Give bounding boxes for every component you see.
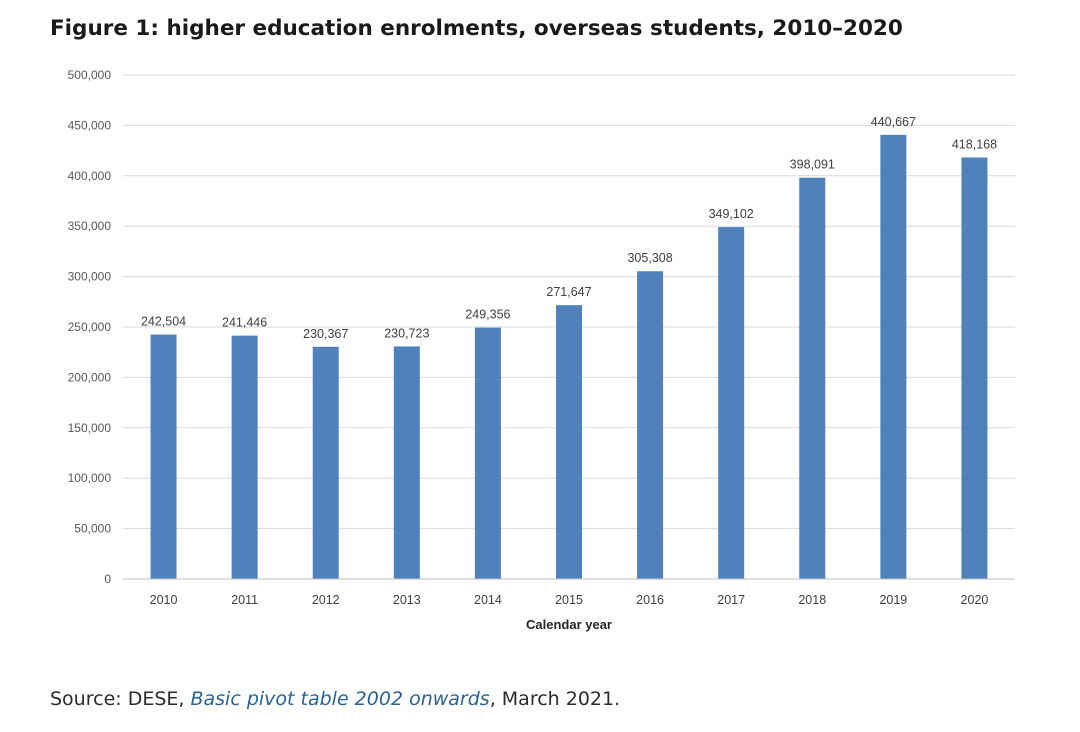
bar	[637, 271, 664, 579]
bar	[880, 134, 907, 579]
chart-title: Figure 1: higher education enrolments, o…	[50, 16, 903, 41]
bar	[231, 335, 258, 579]
y-tick-label: 350,000	[68, 219, 112, 233]
x-tick-label: 2019	[879, 593, 907, 607]
data-label: 398,091	[790, 158, 835, 172]
y-tick-label: 400,000	[68, 169, 112, 183]
bar	[393, 346, 420, 579]
x-tick-label: 2011	[231, 593, 258, 607]
source-suffix: , March 2021.	[489, 688, 621, 710]
x-tick-label: 2015	[555, 593, 583, 607]
bar	[718, 227, 745, 580]
bar	[312, 346, 339, 579]
bar	[799, 177, 826, 579]
bar-chart: 0 50,000 100,000 150,000 200,000 250,000 300,0…	[68, 68, 1015, 632]
source-link[interactable]: Basic pivot table 2002 onwards	[190, 688, 490, 710]
y-tick-label: 150,000	[68, 421, 112, 435]
x-tick-label: 2010	[150, 593, 178, 607]
y-tick-label: 250,000	[68, 320, 112, 334]
data-label: 305,308	[627, 251, 672, 265]
bars	[150, 134, 988, 580]
data-label: 230,367	[303, 327, 348, 341]
data-label: 418,168	[952, 137, 997, 151]
y-tick-label: 500,000	[68, 68, 112, 82]
data-label: 271,647	[546, 285, 591, 299]
bar	[556, 305, 582, 579]
data-label: 249,356	[465, 308, 510, 322]
bar	[961, 157, 988, 580]
y-tick-label: 200,000	[68, 370, 112, 384]
data-label: 440,667	[871, 115, 916, 129]
data-label: 241,446	[222, 316, 267, 330]
y-tick-label: 300,000	[68, 270, 112, 284]
x-tick-label: 2020	[961, 593, 989, 607]
y-axis-ticks: 0 50,000 100,000 150,000 200,000 250,000 300,0…	[68, 68, 112, 586]
y-tick-label: 450,000	[68, 118, 112, 132]
source-prefix: Source: DESE,	[50, 688, 191, 710]
x-tick-label: 2017	[717, 593, 745, 607]
data-labels: 242,504 241,446 230,367 230,723 249,356 271,6…	[141, 115, 997, 341]
x-tick-label: 2014	[474, 593, 502, 607]
y-tick-label: 0	[104, 572, 111, 586]
x-axis-title: Calendar year	[526, 617, 612, 632]
source-note: Source: DESE, Basic pivot table 2002 onw…	[50, 688, 620, 710]
data-label: 230,723	[384, 326, 429, 340]
x-tick-label: 2016	[636, 593, 664, 607]
data-label: 349,102	[709, 207, 754, 221]
x-tick-label: 2018	[798, 593, 826, 607]
bar	[474, 327, 501, 579]
x-tick-label: 2012	[312, 593, 340, 607]
y-tick-label: 50,000	[74, 522, 111, 536]
bar	[150, 334, 177, 579]
x-axis-ticks: 2010 2011 2012 2013 2014 2015 2016 2017 2018 2019…	[150, 593, 989, 607]
y-tick-label: 100,000	[68, 471, 112, 485]
x-tick-label: 2013	[393, 593, 421, 607]
data-label: 242,504	[141, 315, 186, 329]
